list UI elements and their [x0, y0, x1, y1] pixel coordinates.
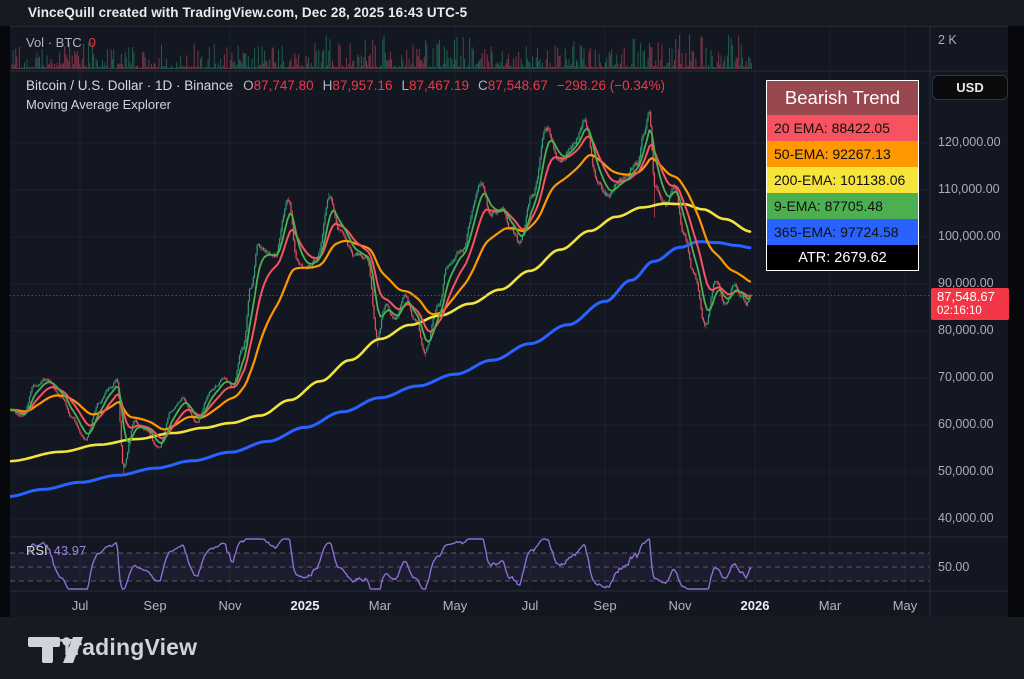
tradingview-logo-icon[interactable] — [27, 637, 85, 665]
ohlc-segment: O87,747.80 — [243, 78, 314, 93]
time-axis-label: 2026 — [740, 598, 770, 613]
price-axis-label: 40,000.00 — [938, 510, 994, 525]
time-axis-label: May — [892, 598, 918, 613]
currency-toggle-button[interactable]: USD — [932, 75, 1008, 100]
symbol-row[interactable]: Bitcoin / U.S. Dollar · 1D · Binance O87,… — [26, 78, 665, 93]
price-axis-label: 90,000.00 — [938, 276, 994, 290]
volume-source-label: Vol · BTC — [26, 35, 82, 50]
change-value: −298.26 (−0.34%) — [556, 78, 665, 93]
price-axis-label: 80,000.00 — [938, 323, 994, 337]
legend-row: 9-EMA: 87705.48 — [767, 193, 918, 219]
ohlc-segment: L87,467.19 — [401, 78, 470, 93]
ohlc-segment: H87,957.16 — [322, 78, 393, 93]
time-axis-label: Mar — [368, 598, 392, 613]
legend-row: 365-EMA: 97724.58 — [767, 219, 918, 245]
price-axis-label: 120,000.00 — [938, 135, 1001, 149]
price-axis-label: 60,000.00 — [938, 416, 994, 431]
left-margin — [0, 26, 10, 617]
legend-row: 200-EMA: 101138.06 — [767, 167, 918, 193]
rsi-label: RSI — [26, 543, 48, 558]
price-axis-label: 100,000.00 — [938, 229, 1001, 243]
time-axis-label: Nov — [668, 598, 692, 613]
price-chart-canvas[interactable] — [10, 27, 1008, 618]
bar-countdown: 02:16:10 — [937, 304, 982, 317]
time-axis-label: May — [442, 598, 468, 613]
legend-atr-row: ATR: 2679.62 — [767, 245, 918, 270]
time-axis-label: Jul — [71, 598, 89, 613]
price-axis-label: 50,000.00 — [938, 463, 994, 478]
volume-value: 0 — [88, 35, 96, 50]
legend-row: 20 EMA: 88422.05 — [767, 115, 918, 141]
time-axis-label: 2025 — [290, 598, 320, 613]
trend-legend-box: Bearish Trend 20 EMA: 88422.05 50-EMA: 92… — [766, 80, 919, 271]
attribution-text: VinceQuill created with TradingView.com,… — [28, 5, 468, 20]
indicator-label[interactable]: Moving Average Explorer — [26, 97, 172, 112]
rsi-legend[interactable]: RSI 43.97 — [26, 543, 86, 558]
last-price-value: 87,548.67 — [937, 289, 995, 304]
ohlc-values: O87,747.80 H87,957.16 L87,467.19 C87,548.67 — [243, 78, 557, 93]
rsi-axis-label: 50.00 — [938, 560, 970, 574]
volume-axis-label: 2 K — [938, 33, 957, 47]
time-axis-label: Mar — [818, 598, 842, 613]
price-axis-label: 70,000.00 — [938, 369, 994, 384]
tradingview-wordmark[interactable]: TradingView — [60, 634, 198, 660]
legend-row: 50-EMA: 92267.13 — [767, 141, 918, 167]
price-axis-label: 110,000.00 — [938, 182, 1000, 196]
chart-frame: Vol · BTC 0 Bitcoin / U.S. Dollar · 1D · … — [10, 26, 1009, 618]
volume-legend[interactable]: Vol · BTC 0 — [26, 35, 96, 50]
symbol-title[interactable]: Bitcoin / U.S. Dollar · 1D · Binance — [26, 78, 234, 93]
attribution-bar: VinceQuill created with TradingView.com,… — [0, 0, 1024, 26]
footer-bar: TradingView — [0, 617, 1024, 679]
rsi-value: 43.97 — [53, 543, 87, 558]
time-axis-label: Nov — [218, 598, 242, 613]
last-price-tag: 87,548.67 02:16:10 — [931, 288, 1009, 321]
trend-title: Bearish Trend — [767, 81, 918, 115]
time-axis-label: Sep — [593, 598, 617, 613]
ohlc-segment: C87,548.67 — [478, 78, 548, 93]
time-axis-label: Jul — [521, 598, 539, 613]
time-axis-label: Sep — [143, 598, 167, 613]
right-margin — [1008, 26, 1024, 617]
